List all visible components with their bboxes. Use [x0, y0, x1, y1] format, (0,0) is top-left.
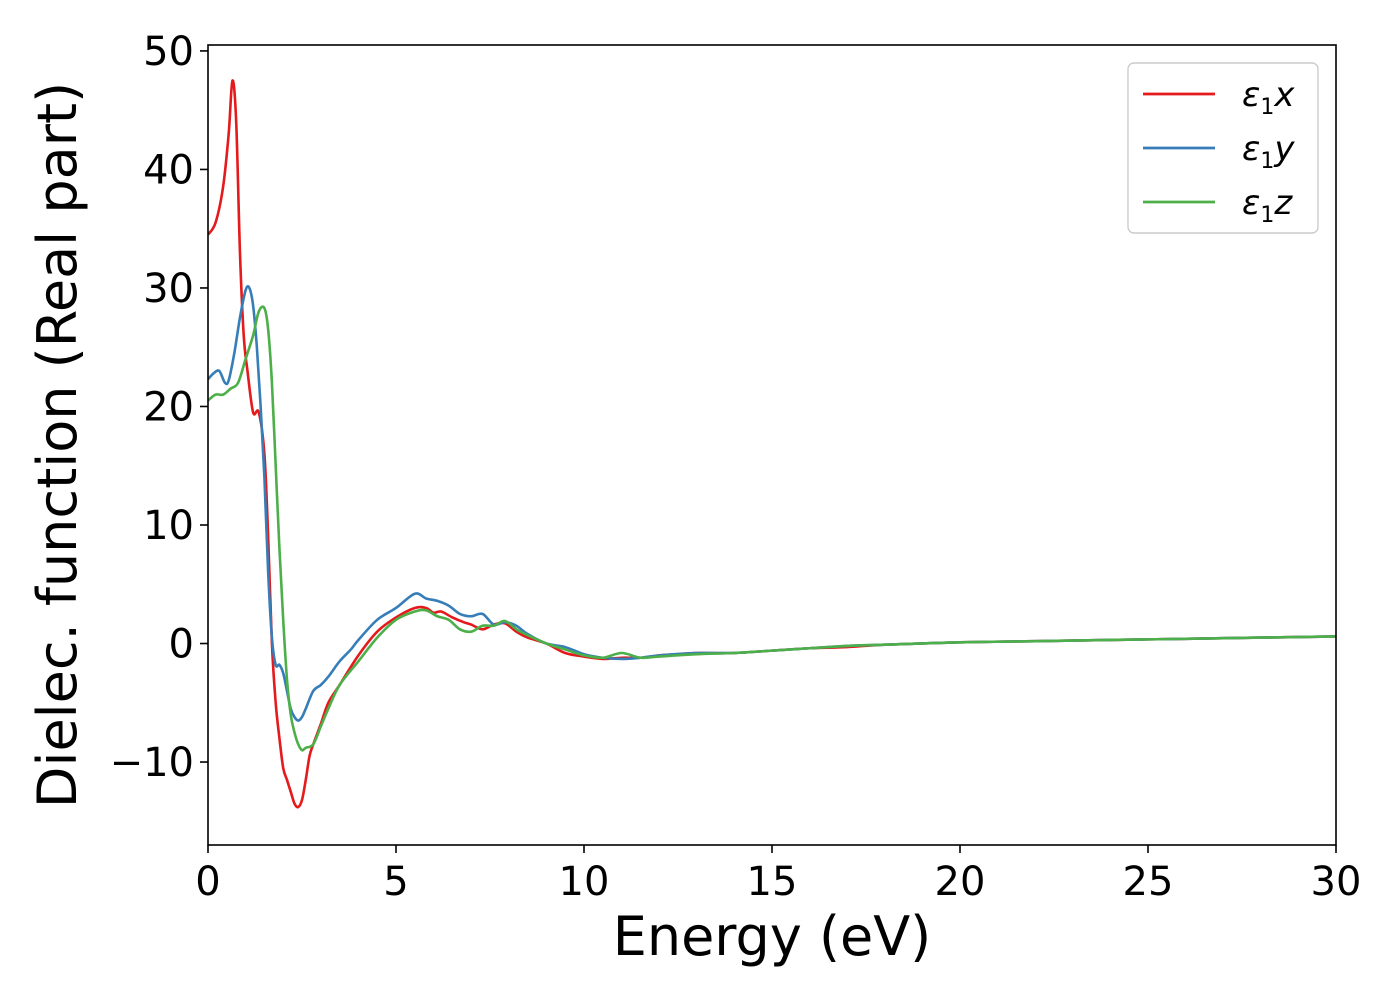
legend-box	[1127, 62, 1319, 234]
legend-subscript: 1	[1260, 95, 1274, 120]
legend-symbol: ε	[1242, 129, 1260, 169]
y-tick-label: 40	[143, 147, 194, 193]
series-line-y	[208, 284, 1336, 722]
legend-axis: z	[1273, 183, 1293, 223]
x-tick-label: 10	[559, 859, 610, 905]
legend-axis: y	[1273, 129, 1295, 169]
y-tick-label: 50	[143, 29, 194, 75]
legend-axis: x	[1273, 75, 1295, 115]
y-tick-label: −10	[110, 740, 194, 786]
y-tick-label: 20	[143, 384, 194, 430]
series-line-z	[208, 305, 1336, 752]
y-tick-label: 30	[143, 266, 194, 312]
x-tick-label: 5	[383, 859, 408, 905]
x-tick-label: 25	[1123, 859, 1174, 905]
legend-symbol: ε	[1242, 183, 1260, 223]
x-axis-title: Energy (eV)	[613, 905, 932, 968]
x-tick-label: 30	[1311, 859, 1362, 905]
legend-subscript: 1	[1260, 149, 1274, 174]
y-tick-label: 0	[169, 622, 194, 668]
legend-label-z: ε1z	[1242, 183, 1293, 228]
y-axis-title: Dielec. function (Real part)	[26, 82, 89, 808]
legend-label-y: ε1y	[1242, 129, 1295, 174]
y-tick-label: 10	[143, 503, 194, 549]
y-axis-ticks: −10 0 10 20 30 40 50	[110, 29, 208, 786]
legend-label-x: ε1x	[1242, 75, 1295, 120]
x-axis-ticks: 0 5 10 15 20 25 30	[195, 845, 1361, 905]
legend-subscript: 1	[1260, 203, 1274, 228]
legend-symbol: ε	[1242, 75, 1260, 115]
series-layer	[208, 79, 1336, 809]
x-tick-label: 20	[935, 859, 986, 905]
x-tick-label: 0	[195, 859, 220, 905]
x-tick-label: 15	[747, 859, 798, 905]
